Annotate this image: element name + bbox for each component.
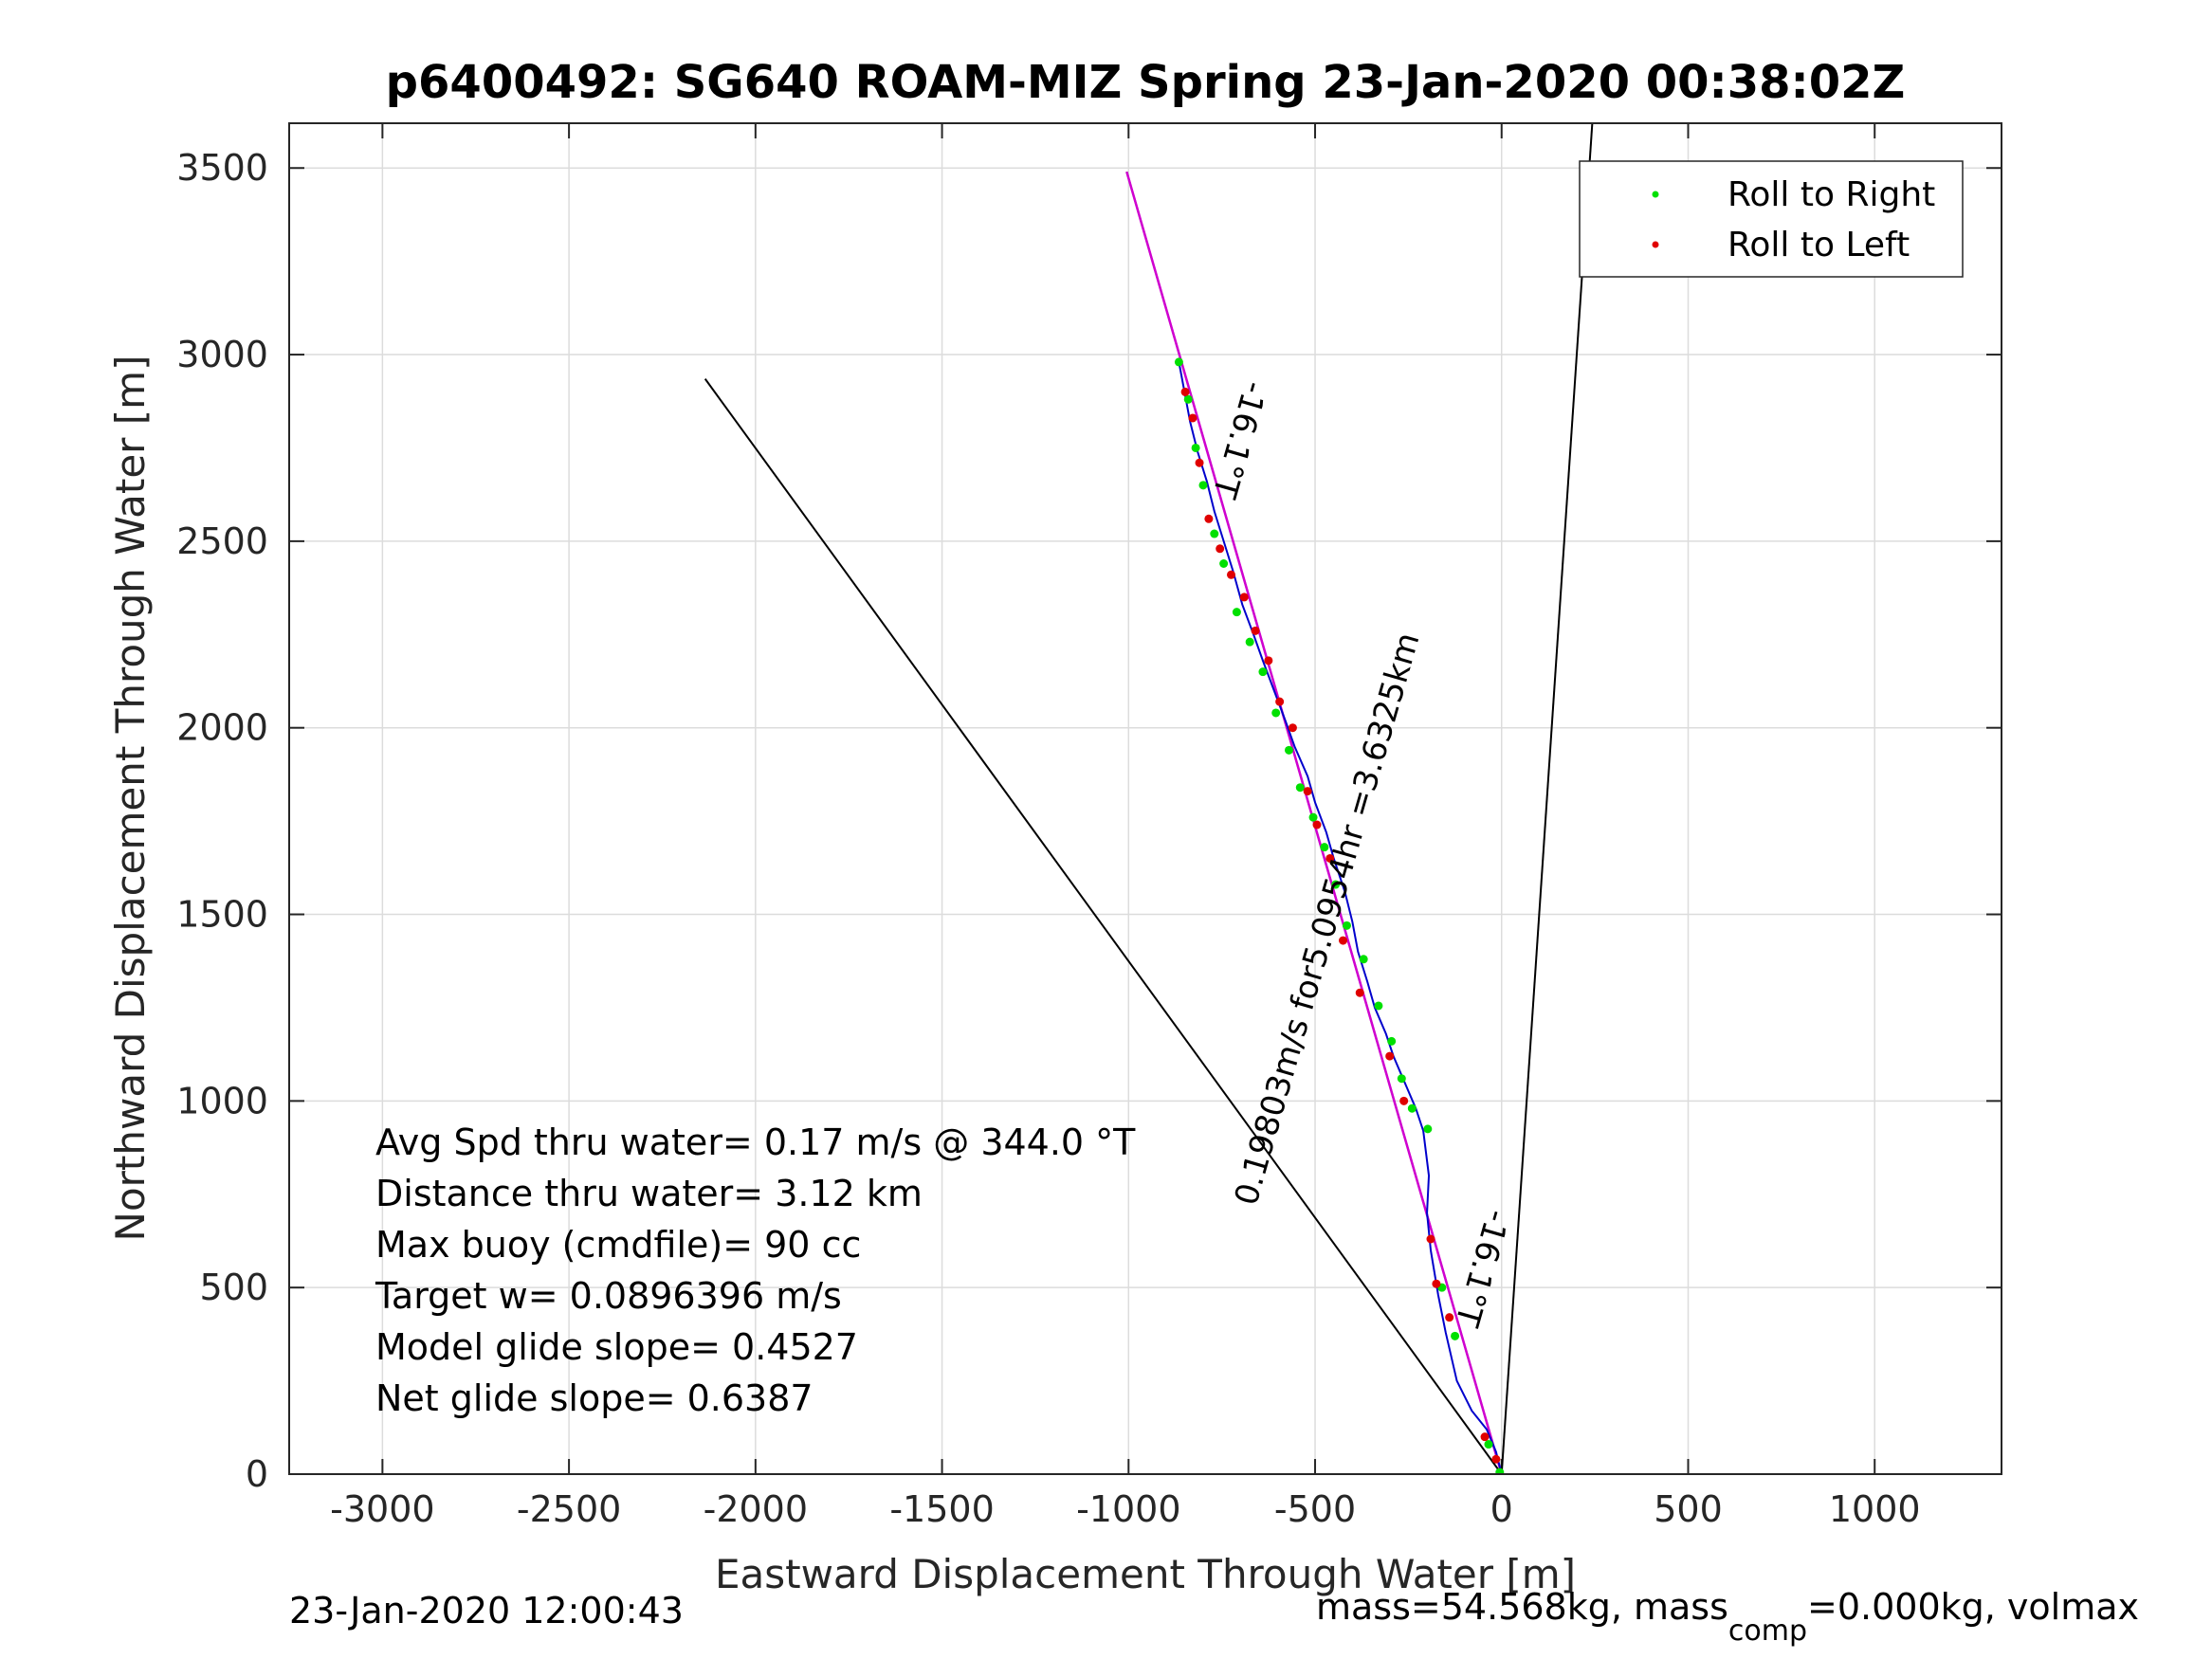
current-line (704, 378, 1503, 1474)
y-tick-labels: 0 500 1000 1500 2000 2500 3000 3500 (176, 147, 268, 1495)
roll-left-point (1188, 413, 1197, 423)
roll-right-point (1397, 1074, 1406, 1084)
legend-label-roll-right: Roll to Right (1728, 175, 1935, 214)
roll-right-point (1183, 394, 1193, 404)
plot-area (289, 123, 2002, 1474)
x-tick-label: -500 (1274, 1488, 1356, 1530)
roll-right-point (1245, 637, 1254, 647)
footer-mass-sub: comp (1728, 1614, 1807, 1648)
roll-left-point (1385, 1051, 1395, 1061)
y-tick-label: 2000 (176, 707, 268, 749)
roll-left-point (1216, 544, 1225, 554)
roll-right-point (1387, 1036, 1397, 1046)
roll-right-point (1484, 1440, 1493, 1449)
stats-line: Distance thru water= 3.12 km (375, 1173, 923, 1214)
roll-left-point (1288, 723, 1297, 733)
roll-left-point (1204, 514, 1214, 523)
legend-box (1579, 160, 1964, 278)
stats-line: Model glide slope= 0.4527 (375, 1326, 858, 1368)
y-tick-label: 0 (246, 1453, 268, 1495)
x-tick-label: -3000 (330, 1488, 434, 1530)
roll-right-point (1374, 1001, 1383, 1011)
roll-right-point (1320, 843, 1329, 852)
roll-right-point (1451, 1331, 1460, 1340)
roll-left-point (1303, 787, 1312, 796)
roll-left-point (1195, 458, 1204, 467)
stats-line: Max buoy (cmdfile)= 90 cc (375, 1224, 861, 1266)
stats-block: Avg Spd thru water= 0.17 m/s @ 344.0 °T D… (375, 1121, 1136, 1419)
chart-title: p6400492: SG640 ROAM-MIZ Spring 23-Jan-2… (386, 56, 1906, 109)
footer-mass-pre: mass=54.568kg, mass (1316, 1586, 1728, 1628)
roll-right-point (1271, 708, 1281, 718)
legend: Roll to Right Roll to Left (1579, 160, 1964, 278)
series-group (704, 123, 1594, 1474)
y-tick-label: 1000 (176, 1080, 268, 1121)
roll-right-point (1174, 357, 1183, 367)
plot-frame (288, 122, 2002, 1475)
roll-right-point (1331, 880, 1341, 889)
roll-right-point (1342, 921, 1351, 930)
roll-left-point (1399, 1096, 1409, 1105)
x-axis-label: Eastward Displacement Through Water [m] (715, 1551, 1576, 1597)
roll-left-point (1480, 1432, 1490, 1442)
legend-marker-roll-left (1652, 241, 1659, 248)
legend-marker-roll-right (1652, 191, 1659, 198)
roll-left-point (1432, 1279, 1441, 1288)
x-tick-label: -2000 (704, 1488, 808, 1530)
roll-right-point (1308, 812, 1318, 822)
roll-right-point (1191, 443, 1200, 452)
north-ref-line (1500, 123, 1594, 1474)
x-tick-label: -1000 (1076, 1488, 1180, 1530)
x-tick-label: 0 (1490, 1488, 1513, 1530)
y-tick-label: 500 (199, 1267, 268, 1308)
roll-left-point (1355, 988, 1364, 997)
roll-left-point (1275, 697, 1285, 706)
x-tick-label: -2500 (517, 1488, 621, 1530)
stats-line: Avg Spd thru water= 0.17 m/s @ 344.0 °T (375, 1121, 1136, 1163)
stats-line: Net glide slope= 0.6387 (375, 1377, 814, 1419)
y-tick-label: 2500 (176, 520, 268, 562)
roll-right-point (1284, 745, 1293, 755)
roll-right-point (1198, 481, 1208, 490)
y-tick-label: 3000 (176, 334, 268, 375)
roll-right-point (1210, 529, 1219, 538)
roll-left-point (1445, 1313, 1454, 1322)
x-tick-label: -1500 (889, 1488, 994, 1530)
roll-right-point (1295, 783, 1305, 793)
roll-right-point (1219, 559, 1229, 569)
footer-timestamp: 23-Jan-2020 12:00:43 (289, 1590, 684, 1632)
y-tick-label: 3500 (176, 147, 268, 189)
roll-left-point (1264, 656, 1273, 665)
roll-left-point (1239, 592, 1249, 602)
footer-mass-info: mass=54.568kg, masscomp=0.000kg, volmax (1316, 1586, 2139, 1648)
y-tick-label: 1500 (176, 894, 268, 936)
roll-right-point (1359, 955, 1368, 964)
roll-left-point (1339, 936, 1348, 945)
stats-line: Target w= 0.0896396 m/s (375, 1275, 842, 1317)
roll-left-point (1226, 570, 1235, 579)
legend-label-roll-left: Roll to Left (1728, 226, 1910, 264)
roll-left-point (1325, 853, 1335, 863)
roll-right-point (1258, 667, 1268, 677)
series-clipped (704, 123, 1594, 1474)
roll-right-point (1495, 1468, 1505, 1474)
roll-left-point (1426, 1234, 1435, 1244)
roll-right-point (1407, 1103, 1417, 1113)
roll-right-point (1423, 1124, 1433, 1134)
footer-mass-post: =0.000kg, volmax (1807, 1586, 2139, 1628)
roll-left-point (1251, 626, 1260, 635)
x-tick-label: 1000 (1829, 1488, 1921, 1530)
roll-left-point (1180, 387, 1190, 396)
roll-right-point (1232, 608, 1241, 617)
x-tick-labels: -3000 -2500 -2000 -1500 -1000 -500 0 500 1000 (330, 1488, 1920, 1530)
roll-left-point (1491, 1454, 1501, 1464)
x-tick-label: 500 (1654, 1488, 1723, 1530)
roll-left-point (1312, 820, 1322, 830)
y-axis-label: Northward Displacement Through Water [m] (107, 356, 154, 1242)
